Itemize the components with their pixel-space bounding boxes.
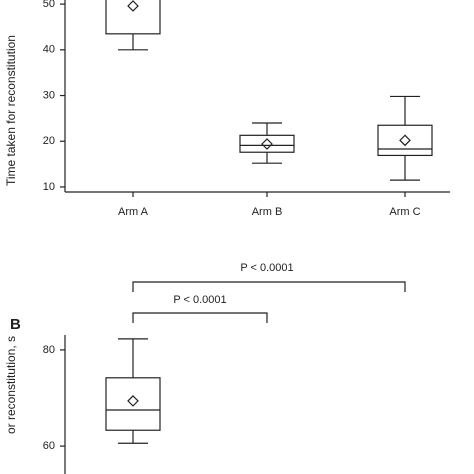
y-axis-label: Time taken for reconstitution — [4, 35, 18, 186]
y-axis-label: or reconstitution, s — [4, 336, 18, 434]
annotation: P < 0.0001 — [173, 294, 226, 306]
box — [239, 134, 295, 153]
y-tick-label: 30 — [43, 89, 55, 101]
mean-marker — [127, 0, 139, 12]
x-tick-label: Arm C — [389, 206, 420, 218]
x-tick-label: Arm A — [118, 206, 149, 218]
bracket — [132, 281, 406, 323]
box — [377, 124, 433, 157]
plot-area — [105, 338, 161, 444]
y-tick-label: 50 — [43, 0, 55, 10]
y-tick-label: 40 — [43, 44, 55, 56]
plot-area — [105, 0, 433, 181]
mean-marker — [127, 395, 139, 407]
y-tick-label: 10 — [43, 181, 55, 193]
box — [105, 377, 161, 431]
panel-label: B — [10, 316, 21, 333]
y-tick-label: 20 — [43, 135, 55, 147]
annotation: P < 0.0001 — [240, 262, 293, 274]
mean-marker — [399, 134, 411, 147]
y-tick-label: 60 — [43, 440, 55, 452]
box — [105, 0, 161, 35]
mean-marker — [261, 138, 273, 150]
x-tick-label: Arm B — [252, 206, 283, 218]
y-tick-label: 80 — [43, 344, 55, 356]
